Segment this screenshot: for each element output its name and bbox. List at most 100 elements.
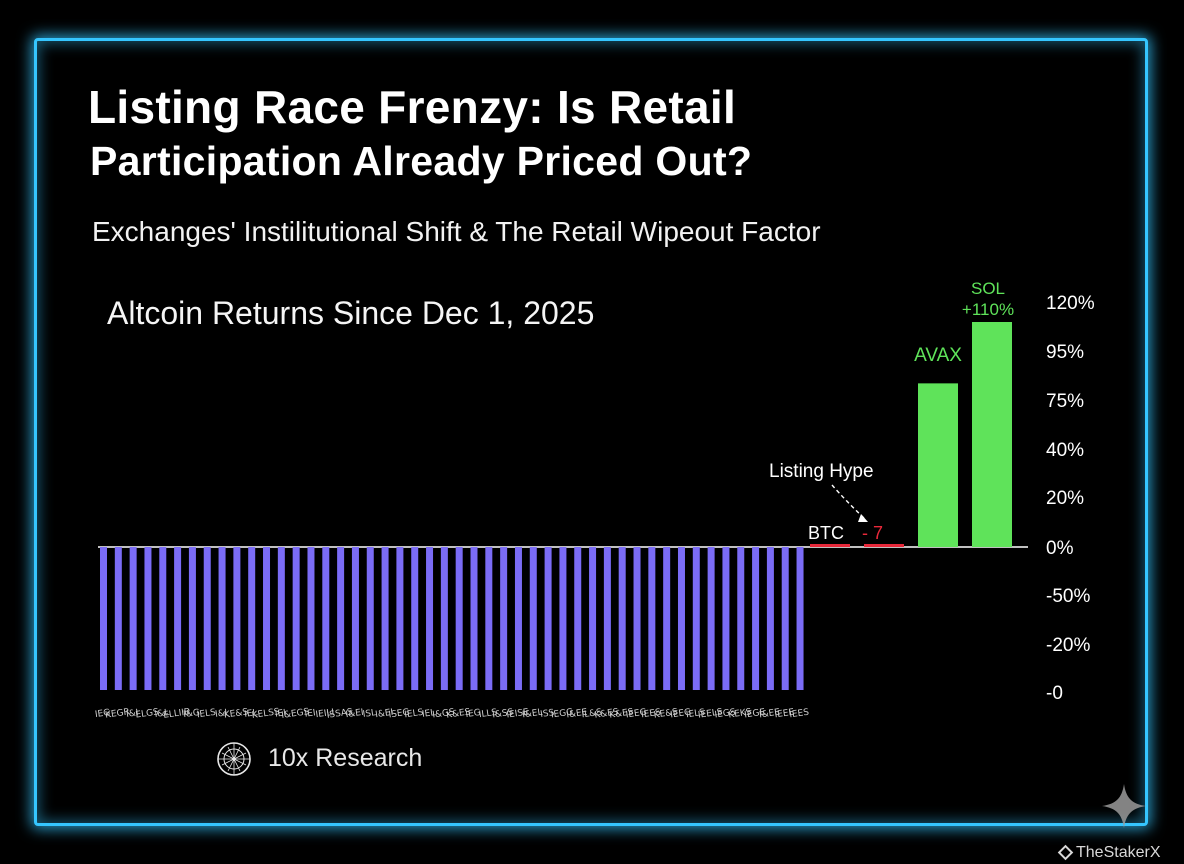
- x-tick-label: IEI: [304, 708, 316, 719]
- x-tick-label: ISSAS: [326, 707, 354, 721]
- x-tick-label: I&EE: [566, 708, 589, 721]
- x-tick-label: I&SS: [492, 708, 515, 721]
- return-bar: [648, 547, 656, 690]
- avax-label: AVAX: [914, 345, 962, 366]
- x-tick-label: IEELS: [697, 707, 723, 720]
- return-bar: [396, 547, 404, 690]
- x-tick-label: IELS: [685, 708, 706, 721]
- x-tick-label: I&EI: [345, 708, 364, 720]
- chart-label: Altcoin Returns Since Dec 1, 2025: [107, 295, 595, 331]
- y-tick-label: 0%: [1046, 538, 1074, 559]
- x-tick-label: ILLS: [478, 708, 498, 721]
- x-tick-label: IEEG: [625, 708, 647, 721]
- y-tick-label: -50%: [1046, 586, 1090, 607]
- x-tick-label: IEEE: [774, 708, 795, 721]
- return-bar: [218, 547, 226, 690]
- y-tick-label: -0: [1046, 683, 1063, 704]
- sol-label: SOL: [971, 279, 1005, 298]
- annotation-arrowhead: [858, 514, 868, 522]
- return-bar: [351, 547, 359, 690]
- x-tick-label: IEL: [244, 708, 259, 720]
- listing-hype-annotation: Listing Hype: [769, 461, 874, 482]
- x-tick-label: I&EL: [522, 708, 544, 721]
- return-bar: [752, 547, 760, 690]
- return-bar: [692, 547, 700, 690]
- return-bar: [796, 547, 804, 690]
- x-tick-label: ISEG: [388, 708, 410, 721]
- return-bar: [366, 547, 374, 690]
- return-bar: [529, 547, 537, 690]
- x-tick-label: IEGG: [550, 708, 573, 721]
- return-bar: [722, 547, 730, 690]
- highlight-bar: [810, 544, 850, 547]
- x-tick-label: I&I: [126, 708, 140, 720]
- x-tick-label: I&EE: [759, 708, 782, 721]
- return-bar: [263, 547, 271, 690]
- x-tick-label: IEL: [421, 708, 436, 720]
- watermark: TheStakerX: [1057, 844, 1161, 862]
- x-tick-label: IEG: [94, 708, 111, 720]
- x-tick-label: IEILI: [315, 708, 335, 721]
- return-bar: [159, 547, 167, 690]
- return-bar: [589, 547, 597, 690]
- x-tick-label: I&I: [214, 708, 228, 720]
- x-tick-label: IEES: [641, 708, 662, 721]
- x-tick-label: ISS: [540, 708, 556, 720]
- title-line-2: Participation Already Priced Out?: [90, 138, 753, 184]
- x-tick-label: IEES: [789, 708, 810, 721]
- minus-seven-label: - 7: [862, 523, 883, 543]
- glow-frame: [34, 38, 1148, 826]
- x-tick-label: IEGE: [744, 708, 766, 721]
- y-tick-label: 120%: [1046, 293, 1095, 314]
- y-tick-label: 20%: [1046, 488, 1084, 509]
- return-bar: [574, 547, 582, 690]
- y-tick-label: 95%: [1046, 342, 1084, 363]
- brand-logo-icon: [217, 742, 251, 776]
- return-bar: [559, 547, 567, 690]
- return-bar: [248, 547, 256, 690]
- return-bar: [322, 547, 330, 690]
- return-bar: [470, 547, 478, 690]
- return-bar: [603, 547, 611, 690]
- title-line-1: Listing Race Frenzy: Is Retail: [88, 81, 737, 133]
- return-bar: [411, 547, 419, 690]
- return-bar: [100, 547, 107, 690]
- return-bar: [618, 547, 626, 690]
- return-bar: [737, 547, 745, 690]
- return-bar: [233, 547, 241, 690]
- return-bar: [514, 547, 522, 690]
- return-bar: [677, 547, 685, 690]
- return-bar: [307, 547, 315, 690]
- positive-bar: [918, 383, 958, 547]
- x-tick-label: IL&S: [581, 708, 603, 721]
- return-bar: [544, 547, 552, 690]
- x-tick-label: IEI: [274, 708, 286, 719]
- return-bar: [440, 547, 448, 690]
- brand-name: 10x Research: [268, 744, 423, 772]
- return-bar: [426, 547, 434, 690]
- return-bar: [500, 547, 508, 690]
- return-bar: [781, 547, 789, 690]
- y-tick-label: -20%: [1046, 635, 1090, 656]
- x-tick-label: I&L: [154, 708, 170, 720]
- x-tick-label: ELGS: [135, 707, 160, 720]
- x-tick-label: K&ES: [446, 707, 472, 720]
- sparkle-icon: [1102, 784, 1146, 828]
- watermark-text: TheStakerX: [1076, 844, 1161, 861]
- x-tick-label: KEKS: [728, 707, 753, 720]
- x-tick-label: ISL: [362, 708, 377, 720]
- x-tick-label: K&ES: [609, 707, 635, 720]
- return-bar: [188, 547, 196, 690]
- return-bar: [766, 547, 774, 690]
- btc-label: BTC: [808, 523, 844, 543]
- x-tick-label: KE&S: [223, 707, 249, 720]
- x-tick-label: I&GS: [432, 707, 456, 720]
- y-tick-label: 40%: [1046, 440, 1084, 461]
- x-tick-label: I&EGS: [281, 707, 310, 721]
- return-bar: [203, 547, 211, 690]
- return-bar: [381, 547, 389, 690]
- x-tick-label: IEISE: [506, 707, 530, 720]
- return-bar: [174, 547, 182, 690]
- x-tick-label: I&EI: [375, 708, 394, 720]
